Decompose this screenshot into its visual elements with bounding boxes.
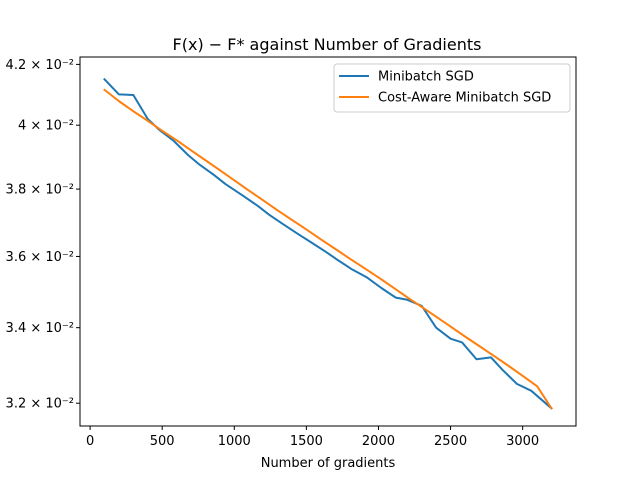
y-tick-label: 3.6 × 10⁻² bbox=[6, 250, 74, 265]
series-line-cost-aware-minibatch-sgd bbox=[103, 88, 553, 410]
x-tick-label: 1500 bbox=[290, 434, 323, 449]
y-tick-label: 3.4 × 10⁻² bbox=[6, 321, 74, 336]
plot-area-frame bbox=[79, 56, 577, 427]
legend: Minibatch SGD Cost-Aware Minibatch SGD bbox=[333, 63, 571, 113]
y-tick-label: 3.2 × 10⁻² bbox=[6, 397, 74, 412]
legend-box bbox=[333, 63, 571, 113]
x-tick-label: 3000 bbox=[506, 434, 539, 449]
x-tick-label: 0 bbox=[86, 434, 94, 449]
series-lines bbox=[103, 77, 553, 410]
x-axis-label: Number of gradients bbox=[261, 456, 396, 471]
y-tick-label: 3.8 × 10⁻² bbox=[6, 183, 74, 198]
chart-title: F(x) − F* against Number of Gradients bbox=[173, 35, 482, 54]
legend-label-cost-aware-minibatch-sgd: Cost-Aware Minibatch SGD bbox=[378, 91, 551, 106]
legend-label-minibatch-sgd: Minibatch SGD bbox=[378, 70, 474, 85]
y-tick-label: 4.2 × 10⁻² bbox=[6, 58, 74, 73]
x-tick-label: 1000 bbox=[218, 434, 251, 449]
y-tick-label: 4 × 10⁻² bbox=[18, 119, 74, 134]
axis-ticks: 0 500 1000 1500 2000 2500 3000 3.2 × 10⁻² 3.4 × … bbox=[6, 58, 540, 449]
x-tick-label: 500 bbox=[150, 434, 175, 449]
series-line-minibatch-sgd bbox=[103, 77, 553, 410]
x-tick-label: 2000 bbox=[362, 434, 395, 449]
x-tick-label: 2500 bbox=[434, 434, 467, 449]
